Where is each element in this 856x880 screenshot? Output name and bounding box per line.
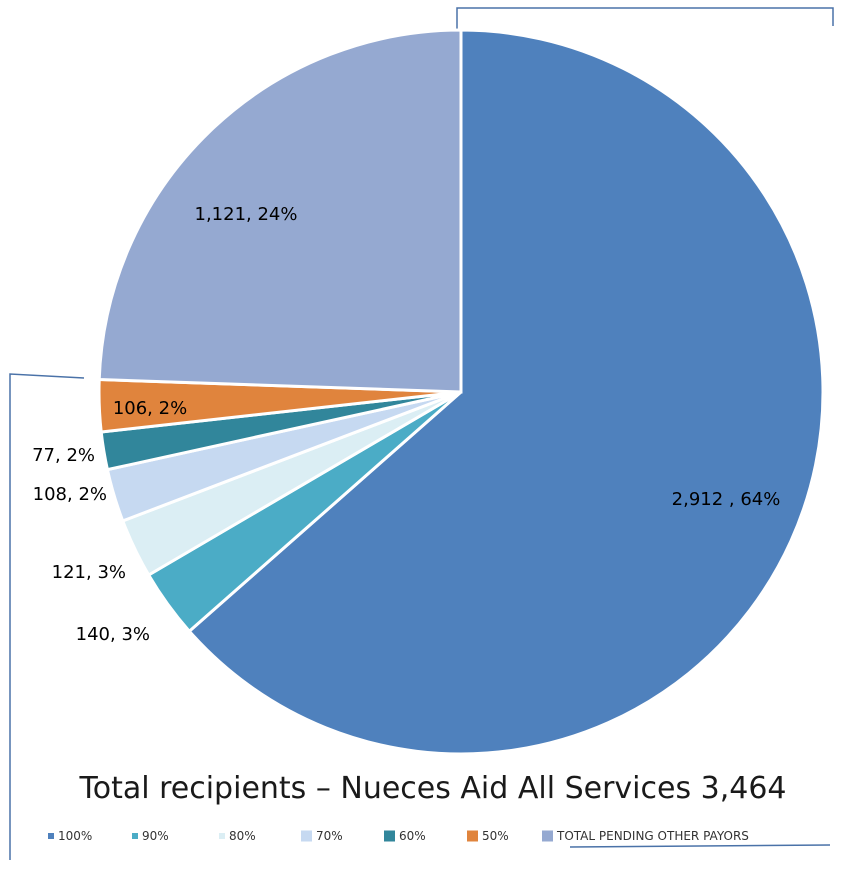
legend-label-6: 50%	[482, 829, 509, 843]
data-labels: 2,912 , 64% 140, 3% 121, 3% 108, 2% 77, 2% 10…	[32, 204, 780, 645]
legend-swatch-2	[132, 833, 138, 839]
data-label-3: 121, 3%	[52, 562, 126, 583]
legend-label-4: 70%	[316, 829, 343, 843]
legend-swatch-3	[219, 833, 225, 839]
legend-swatch-4	[301, 830, 312, 842]
data-label-6: 106, 2%	[113, 398, 187, 419]
data-label-7: 1,121, 24%	[195, 204, 298, 225]
legend-label-2: 90%	[142, 829, 169, 843]
data-label-4: 108, 2%	[33, 484, 107, 505]
legend-swatch-5	[384, 830, 395, 842]
legend-swatch-6	[467, 830, 478, 842]
legend-swatch-7	[542, 830, 553, 842]
pie-slice-7	[97, 28, 463, 394]
legend-label-3: 80%	[229, 829, 256, 843]
legend-label-7: TOTAL PENDING OTHER PAYORS	[556, 829, 749, 843]
frame-line-left	[9, 373, 85, 860]
data-label-5: 77, 2%	[32, 445, 95, 466]
data-label-2: 140, 3%	[76, 624, 150, 645]
data-label-1: 2,912 , 64%	[672, 489, 781, 510]
pie-slice-1	[187, 28, 825, 756]
legend: 100% 90% 80% 70% 60% 50% TOTAL PENDING OTHER P…	[48, 829, 749, 843]
pie-slices	[97, 28, 825, 756]
frame-line-top-right	[456, 7, 834, 42]
legend-label-1: 100%	[58, 829, 92, 843]
frame-line-bottom	[569, 844, 831, 848]
legend-label-5: 60%	[399, 829, 426, 843]
legend-swatch-1	[48, 833, 54, 839]
chart-title: Total recipients – Nueces Aid All Servic…	[79, 771, 787, 806]
